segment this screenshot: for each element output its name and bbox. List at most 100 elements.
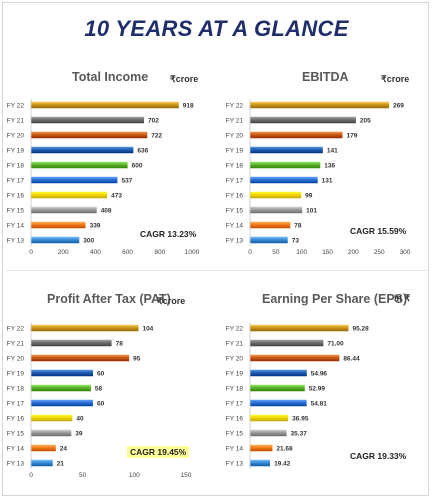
bar: [250, 384, 305, 392]
bar: [31, 444, 56, 452]
value-label: 131: [322, 178, 333, 185]
bar: [31, 339, 112, 347]
value-label: 86.44: [343, 356, 360, 363]
category-label: FY 17: [7, 178, 25, 185]
pat-title: Profit After Tax (PAT): [47, 292, 171, 306]
value-label: 141: [327, 148, 338, 155]
bar: [250, 206, 303, 214]
value-label: 24: [60, 446, 68, 453]
category-label: FY 20: [226, 133, 244, 140]
bar: [31, 146, 134, 154]
x-tick-label: 600: [122, 249, 133, 256]
value-label: 78: [116, 341, 124, 348]
category-label: FY 20: [7, 356, 25, 363]
value-label: 60: [97, 401, 105, 408]
total-income-title: Total Income: [72, 70, 149, 84]
bar: [31, 221, 86, 229]
category-label: FY 16: [226, 416, 244, 423]
value-label: 54.96: [311, 371, 328, 378]
ebitda-unit: ₹crore: [381, 74, 410, 84]
category-label: FY 22: [7, 326, 25, 333]
value-label: 136: [324, 163, 335, 170]
x-tick-label: 150: [181, 472, 192, 479]
total-income-cagr: CAGR 13.23%: [140, 229, 197, 239]
category-label: FY 14: [7, 223, 25, 230]
value-label: 35.37: [291, 431, 308, 438]
eps-unit: in ₹: [394, 293, 411, 303]
total-income-unit: ₹crore: [170, 74, 199, 84]
category-label: FY 13: [7, 238, 25, 245]
x-tick-label: 150: [322, 249, 333, 256]
bar: [250, 116, 356, 124]
category-label: FY 17: [226, 178, 244, 185]
page-title: 10 YEARS AT A GLANCE: [84, 16, 349, 41]
eps-cagr: CAGR 19.33%: [350, 451, 407, 461]
category-label: FY 21: [226, 118, 244, 125]
value-label: 99: [305, 193, 313, 200]
bar: [250, 414, 289, 422]
ebitda-title: EBITDA: [302, 70, 349, 84]
bar: [250, 369, 307, 377]
category-label: FY 22: [226, 103, 244, 110]
category-label: FY 21: [7, 341, 25, 348]
category-label: FY 14: [226, 223, 244, 230]
category-label: FY 17: [226, 401, 244, 408]
bar: [250, 221, 291, 229]
x-tick-label: 0: [29, 249, 33, 256]
category-label: FY 18: [226, 163, 244, 170]
bar: [250, 176, 318, 184]
category-label: FY 20: [226, 356, 244, 363]
category-label: FY 20: [7, 133, 25, 140]
value-label: 36.95: [292, 416, 309, 423]
value-label: 300: [83, 238, 94, 245]
value-label: 78: [294, 223, 302, 230]
value-label: 537: [121, 178, 132, 185]
bar: [31, 116, 145, 124]
value-label: 54.81: [311, 401, 328, 408]
eps-chart: FY 22 95.28 FY 21 71.00 FY 20 86.44 FY 19 54.96…: [226, 322, 369, 469]
pat-cagr: CAGR 19.45%: [127, 446, 190, 458]
value-label: 104: [142, 326, 153, 333]
bar: [31, 399, 93, 407]
bar: [31, 429, 72, 437]
value-label: 21: [57, 461, 65, 468]
x-tick-label: 0: [29, 472, 33, 479]
value-label: 95: [133, 356, 141, 363]
value-label: 19.42: [274, 461, 291, 468]
bar: [31, 101, 179, 109]
section-divider: [6, 270, 427, 271]
pat-unit: ₹crore: [157, 296, 186, 306]
bar: [250, 131, 343, 139]
category-label: FY 16: [7, 416, 25, 423]
bar: [31, 236, 80, 244]
x-tick-label: 50: [79, 472, 87, 479]
value-label: 339: [90, 223, 101, 230]
bar: [31, 176, 118, 184]
value-label: 58: [95, 386, 103, 393]
x-tick-label: 100: [296, 249, 307, 256]
bar: [250, 354, 340, 362]
category-label: FY 22: [226, 326, 244, 333]
value-label: 52.99: [309, 386, 326, 393]
value-label: 269: [393, 103, 404, 110]
value-label: 702: [148, 118, 159, 125]
bar: [250, 444, 273, 452]
category-label: FY 15: [7, 431, 25, 438]
category-label: FY 15: [7, 208, 25, 215]
category-label: FY 13: [7, 461, 25, 468]
bar: [31, 384, 91, 392]
value-label: 408: [101, 208, 112, 215]
x-tick-label: 0: [248, 249, 252, 256]
value-label: 722: [151, 133, 162, 140]
category-label: FY 18: [7, 163, 25, 170]
bar: [250, 161, 321, 169]
page-frame: [2, 2, 429, 496]
x-tick-label: 1000: [185, 249, 200, 256]
bar: [250, 399, 307, 407]
bar: [31, 414, 73, 422]
category-label: FY 16: [7, 193, 25, 200]
value-label: 95.28: [352, 326, 369, 333]
category-label: FY 22: [7, 103, 25, 110]
category-label: FY 21: [226, 341, 244, 348]
bar: [250, 191, 302, 199]
